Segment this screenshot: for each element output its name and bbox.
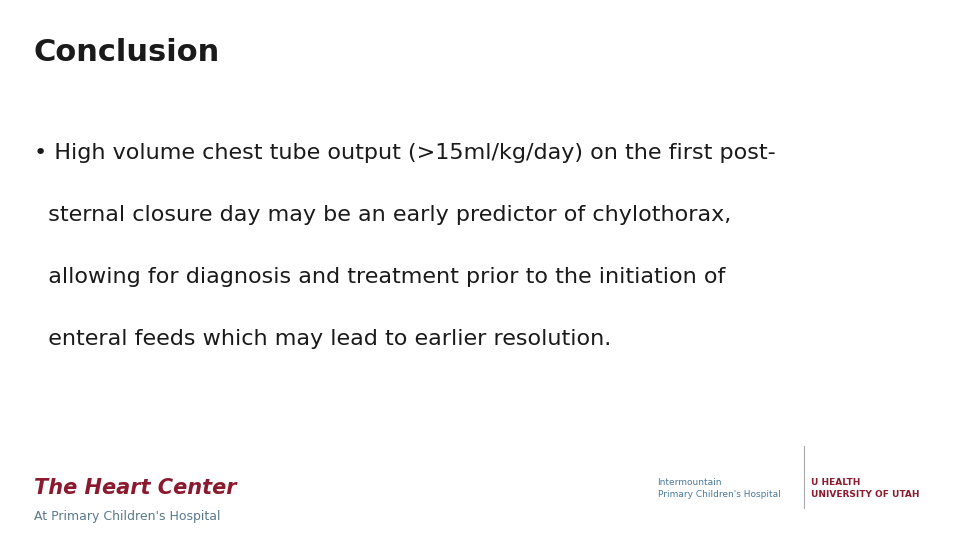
Text: • High volume chest tube output (>15ml/kg/day) on the first post-: • High volume chest tube output (>15ml/k… <box>34 143 776 163</box>
Text: sternal closure day may be an early predictor of chylothorax,: sternal closure day may be an early pred… <box>34 205 731 225</box>
Text: U HEALTH
UNIVERSITY OF UTAH: U HEALTH UNIVERSITY OF UTAH <box>811 478 920 499</box>
Text: Conclusion: Conclusion <box>34 38 220 67</box>
Text: At Primary Children's Hospital: At Primary Children's Hospital <box>34 510 220 523</box>
Text: enteral feeds which may lead to earlier resolution.: enteral feeds which may lead to earlier … <box>34 329 611 349</box>
Text: The Heart Center: The Heart Center <box>34 478 236 498</box>
Text: Intermountain
Primary Children's Hospital: Intermountain Primary Children's Hospita… <box>658 478 780 499</box>
Text: allowing for diagnosis and treatment prior to the initiation of: allowing for diagnosis and treatment pri… <box>34 267 725 287</box>
